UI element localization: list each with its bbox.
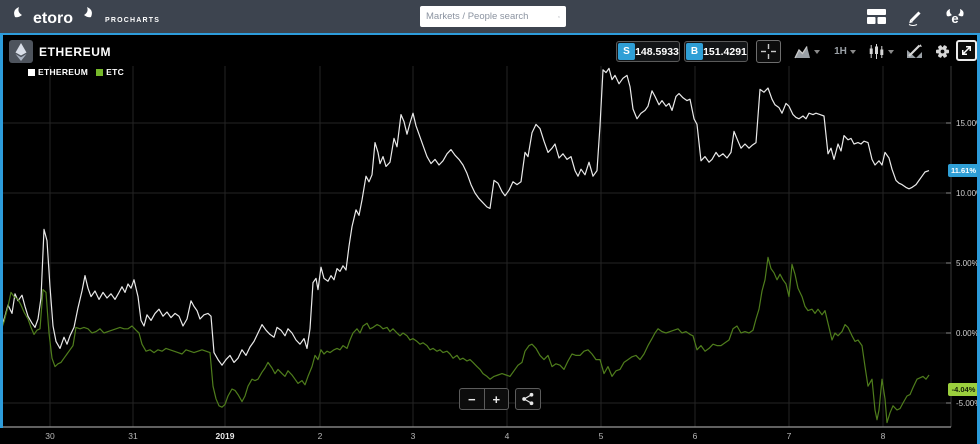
pencil-icon[interactable]: [906, 8, 924, 26]
legend-swatch-ethereum: [28, 68, 35, 76]
legend-item-etc[interactable]: ETC: [96, 67, 124, 77]
time-axis[interactable]: 30 31 2019 2 3 4 5 6 7 8: [0, 429, 952, 444]
legend: ETHEREUM ETC: [28, 67, 124, 77]
sell-price: 148.5933: [635, 45, 679, 58]
interval-selector[interactable]: 1H: [828, 41, 862, 62]
etoro-logo-icon: etoro: [14, 7, 92, 27]
share-icon: [522, 392, 534, 406]
indicators-icon: [906, 44, 922, 58]
zoom-out-button[interactable]: −: [460, 389, 485, 409]
interval-label: 1H: [834, 46, 847, 57]
legend-label-ethereum: ETHEREUM: [38, 67, 89, 77]
y-axis-label: -5.00%: [956, 398, 980, 408]
settings-button[interactable]: [930, 41, 954, 62]
etoro-logo: etoro PROCHARTS: [12, 4, 160, 29]
instrument-title: ETHEREUM: [39, 45, 112, 59]
crosshair-button[interactable]: [756, 40, 781, 63]
panel-left-edge: [0, 35, 3, 428]
zoom-control-group: − +: [459, 388, 509, 410]
x-axis-label: 2: [317, 431, 323, 441]
etoro-symbol-icon[interactable]: e: [944, 7, 966, 27]
share-button[interactable]: [515, 388, 541, 410]
procharts-label: PROCHARTS: [105, 17, 161, 24]
fullscreen-button[interactable]: [956, 40, 977, 61]
buy-tag: B: [686, 43, 703, 60]
sell-tag: S: [618, 43, 635, 60]
panel-right-edge: [977, 35, 980, 444]
x-axis-label: 2019: [215, 431, 235, 441]
x-axis-label: 7: [786, 431, 792, 441]
search-icon: [558, 15, 560, 18]
price-chart[interactable]: [0, 66, 952, 428]
x-axis-label: 6: [692, 431, 698, 441]
price-axis[interactable]: 15.00% 10.00% 5.00% 0.00% -5.00%: [952, 35, 980, 444]
buy-price: 151.4291: [703, 45, 747, 58]
y-axis-label: 15.00%: [956, 118, 980, 128]
accent-divider: [0, 33, 980, 35]
chart-type-button[interactable]: [789, 41, 825, 62]
series-ethereum: [0, 67, 930, 366]
chevron-down-icon: [888, 49, 894, 54]
chart-type-icon: [794, 46, 810, 59]
y-axis-label: 5.00%: [956, 258, 979, 268]
fullscreen-icon: [962, 46, 971, 55]
crosshair-icon: [761, 44, 776, 59]
legend-item-ethereum[interactable]: ETHEREUM: [28, 67, 88, 77]
svg-text:etoro: etoro: [33, 10, 73, 27]
search-box[interactable]: [420, 6, 566, 27]
x-axis-label: 8: [880, 431, 886, 441]
series-etc: [0, 256, 930, 424]
svg-text:e: e: [951, 11, 958, 26]
sell-button[interactable]: S 148.5933: [616, 41, 680, 62]
search-input[interactable]: [426, 11, 558, 22]
last-value-badge: 11.61%: [948, 163, 979, 177]
indicators-button[interactable]: [901, 41, 926, 62]
buy-button[interactable]: B 151.4291: [684, 41, 748, 62]
gear-icon: [935, 45, 949, 58]
x-axis-label: 5: [598, 431, 604, 441]
chevron-down-icon: [849, 49, 856, 54]
y-axis-label: 10.00%: [956, 188, 980, 198]
x-axis-label: 3: [410, 431, 416, 441]
x-axis-label: 31: [128, 431, 138, 441]
top-nav-bar: etoro PROCHARTS: [0, 0, 980, 33]
layout-grid-icon[interactable]: [867, 9, 886, 24]
x-axis-label: 4: [504, 431, 510, 441]
ethereum-icon: [15, 42, 27, 61]
legend-label-etc: ETC: [106, 67, 125, 77]
candles-icon: [869, 44, 884, 59]
chevron-down-icon: [814, 49, 820, 54]
x-axis-label: 30: [45, 431, 55, 441]
candles-button[interactable]: [864, 41, 898, 62]
instrument-button[interactable]: [9, 40, 33, 63]
zoom-in-button[interactable]: +: [492, 391, 501, 407]
chart-panel: [0, 35, 980, 444]
legend-swatch-etc: [96, 68, 104, 76]
last-value-badge: -4.04%: [948, 383, 979, 397]
y-axis-label: 0.00%: [956, 328, 979, 338]
